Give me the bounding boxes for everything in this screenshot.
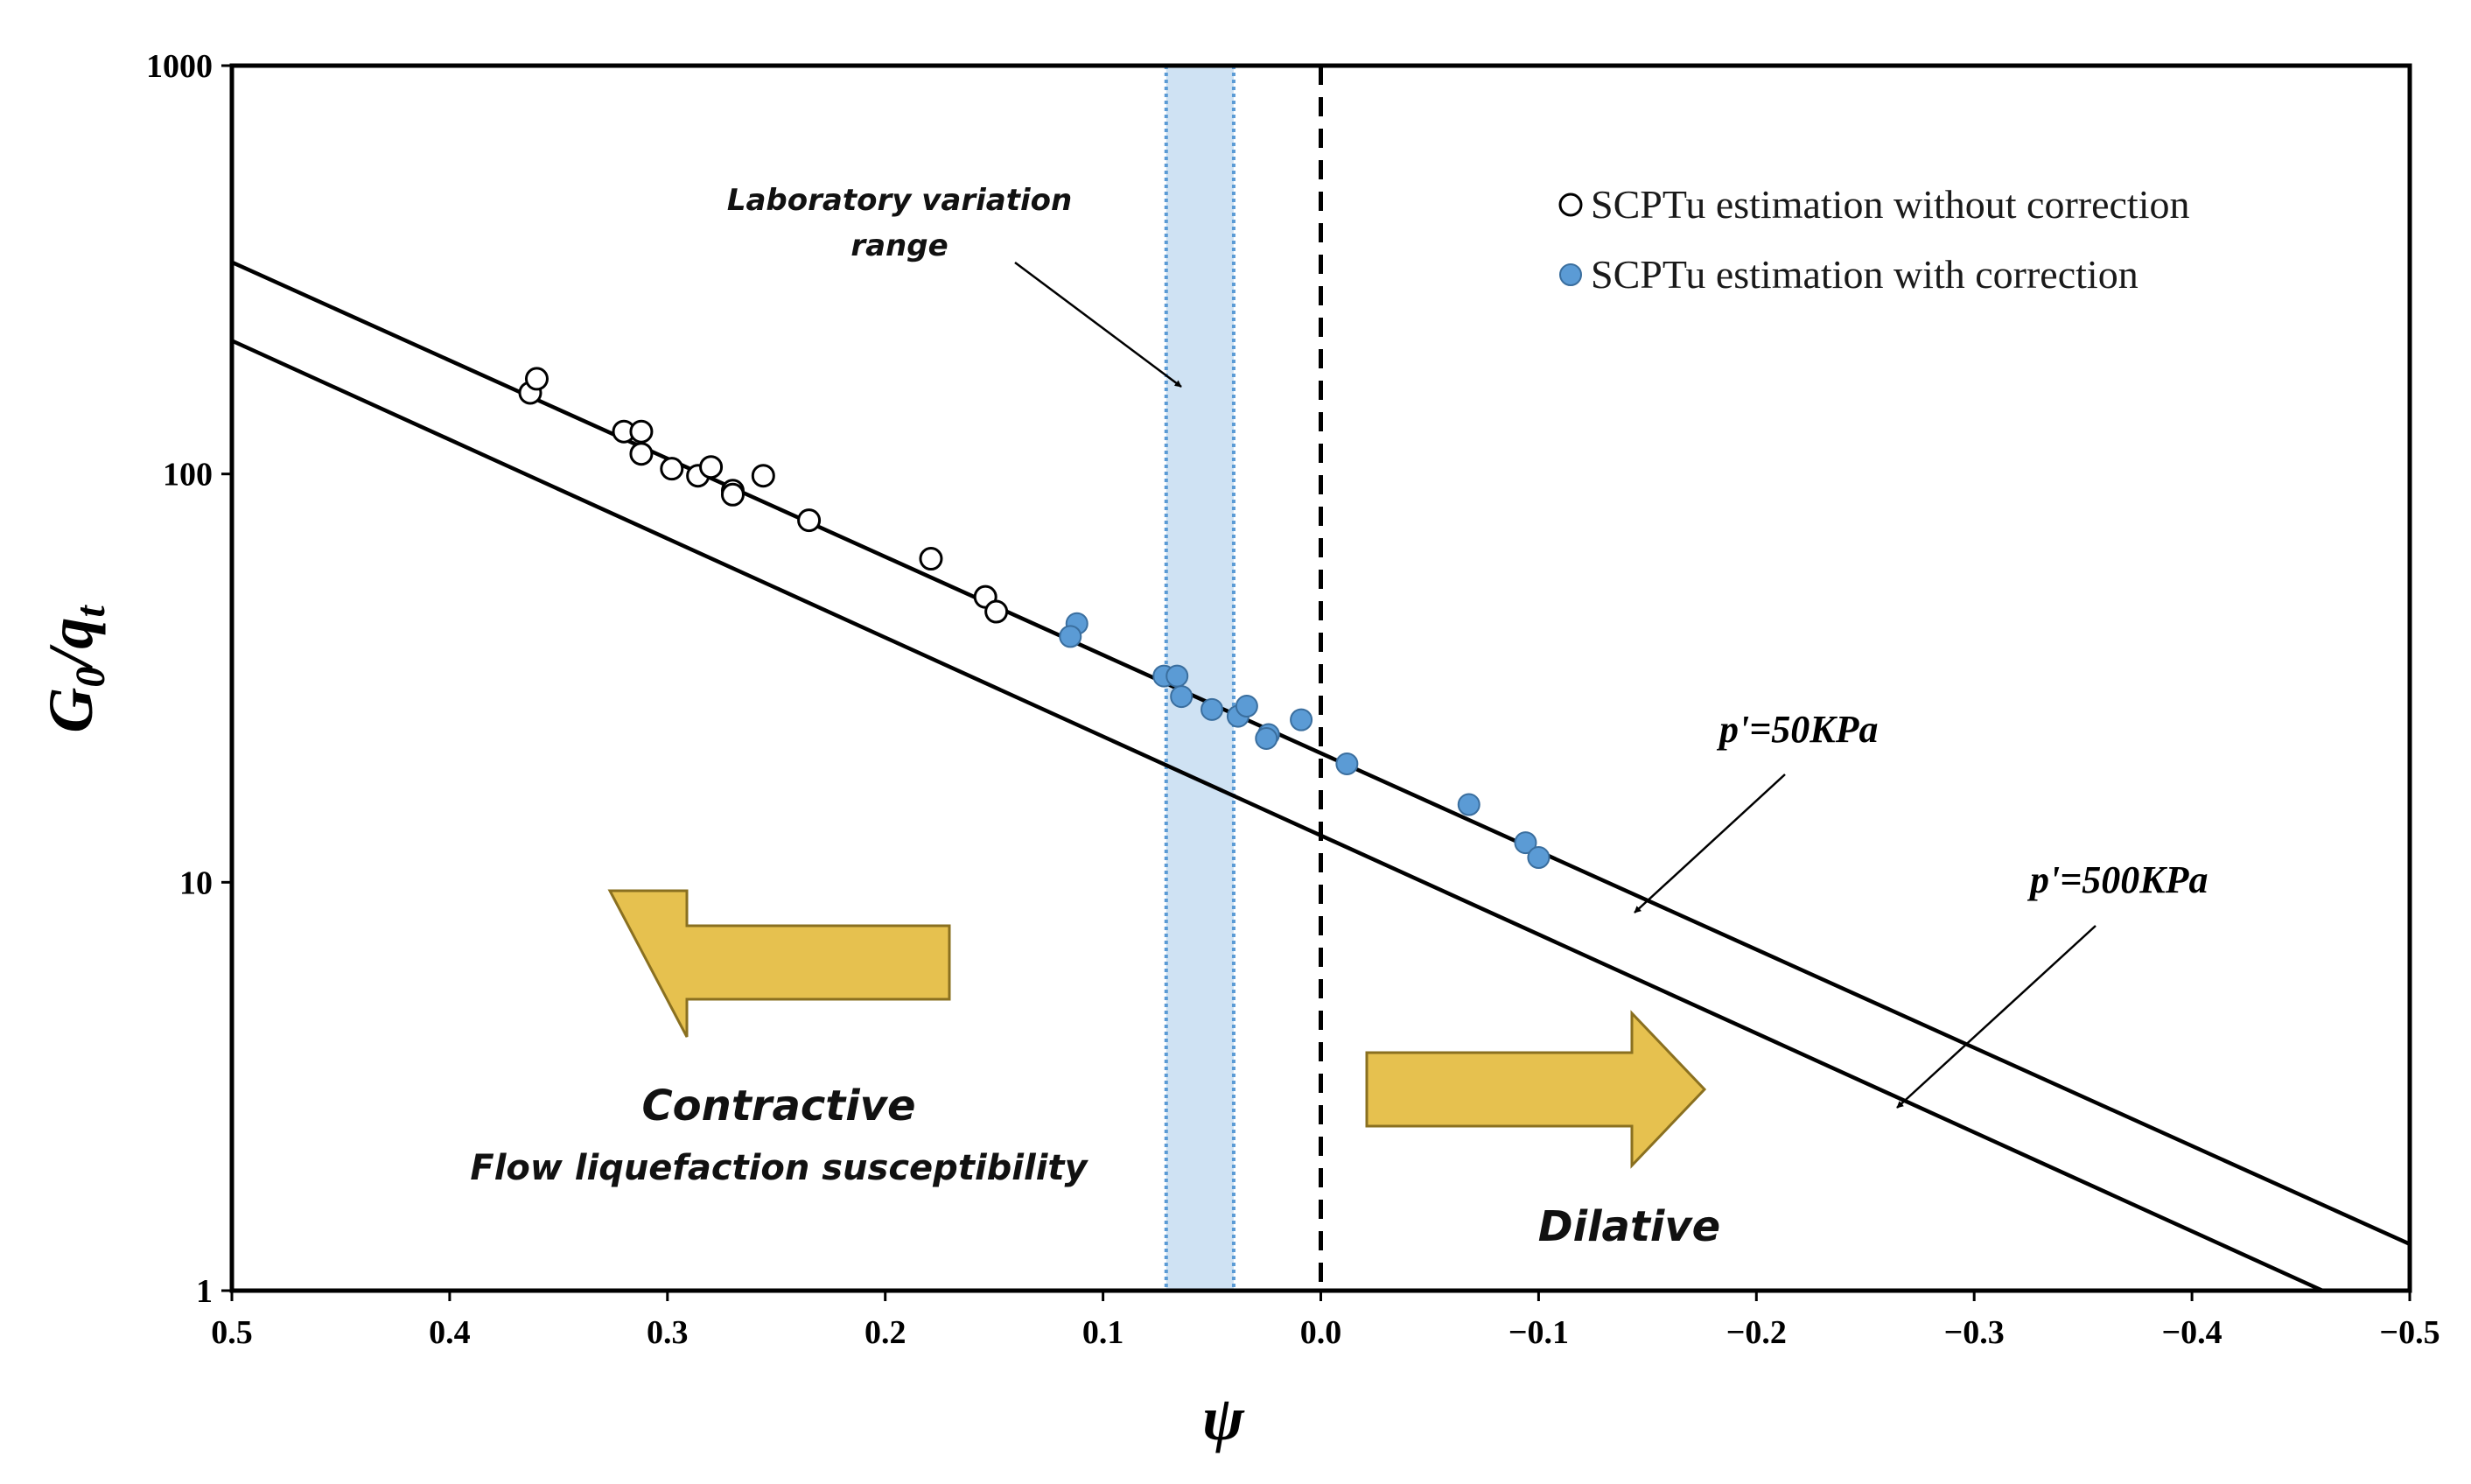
x-tick-label: 0.4 <box>429 1314 471 1351</box>
point-without-correction-10 <box>751 464 775 488</box>
x-tick-label: −0.2 <box>1726 1314 1787 1351</box>
x-tick-label: −0.1 <box>1508 1314 1569 1351</box>
legend-label-without-correction: SCPTu estimation without correction <box>1591 182 2189 227</box>
reference-lines <box>231 66 2411 1293</box>
point-without-correction-12 <box>919 547 943 571</box>
x-axis-title: ψ <box>1202 1383 1245 1453</box>
point-without-correction-7 <box>699 455 724 480</box>
dilative-arrow-icon <box>1365 1010 1707 1169</box>
trend-line-p50 <box>231 260 2411 1246</box>
y-tick-label: 100 <box>163 457 213 494</box>
legend-label-with-correction: SCPTu estimation with correction <box>1591 252 2138 297</box>
y-tick-label: 1000 <box>146 48 213 85</box>
p50-label: p'=50KPa <box>1716 708 1879 751</box>
point-without-correction-11 <box>797 508 822 533</box>
x-axis-ticks: 0.5 0.4 0.3 0.2 0.1 0.0 −0.1 −0.2 −0.3 −0.4 −0.5 <box>211 1291 2440 1351</box>
point-with-correction-7 <box>1235 695 1258 718</box>
legend: SCPTu estimation without correction SCPT… <box>1558 182 2189 297</box>
contractive-label: Contractive <box>641 1082 915 1130</box>
y-tick-label: 1 <box>196 1273 213 1310</box>
y-tick-label: 10 <box>179 864 213 901</box>
point-with-correction-9 <box>1255 726 1278 750</box>
point-with-correction-5 <box>1200 697 1224 721</box>
point-without-correction-3 <box>629 419 654 444</box>
p500-pointer <box>1896 925 2096 1109</box>
laboratory-range-label-line1: Laboratory variation <box>727 183 1072 218</box>
contractive-arrow-icon <box>607 889 951 1038</box>
point-with-correction-10 <box>1290 708 1313 732</box>
p500-label: p'=500KPa <box>2026 858 2208 901</box>
x-tick-label: −0.3 <box>1944 1314 2005 1351</box>
y-axis-title: G0/qt <box>36 605 114 733</box>
point-without-correction-9 <box>720 482 745 507</box>
trend-line-p500 <box>231 339 2324 1293</box>
x-tick-label: 0.1 <box>1082 1314 1124 1351</box>
point-without-correction-5 <box>660 457 684 481</box>
y-axis-title-slash: /q <box>36 618 106 671</box>
p50-pointer <box>1634 774 1786 914</box>
point-with-correction-11 <box>1335 752 1359 775</box>
point-with-correction-3 <box>1166 664 1189 688</box>
point-without-correction-1 <box>524 367 549 391</box>
x-tick-label: 0.5 <box>211 1314 253 1351</box>
point-without-correction-4 <box>629 442 654 466</box>
legend-marker-filled-circle-icon <box>1559 263 1582 286</box>
point-with-correction-14 <box>1527 846 1550 870</box>
dilative-label: Dilative <box>1538 1202 1720 1251</box>
laboratory-range-pointer <box>1014 261 1182 388</box>
laboratory-range-label-line2: range <box>850 228 948 263</box>
x-tick-label: 0.2 <box>864 1314 906 1351</box>
point-with-correction-12 <box>1457 793 1480 816</box>
y-axis-title-sub0: 0 <box>67 667 114 688</box>
point-with-correction-13 <box>1514 831 1537 855</box>
y-axis-ticks: 1 10 100 1000 <box>146 48 232 1310</box>
y-axis-title-main: G <box>36 688 106 733</box>
x-tick-label: −0.5 <box>2379 1314 2440 1351</box>
point-with-correction-4 <box>1170 685 1194 709</box>
x-tick-label: 0.0 <box>1300 1314 1342 1351</box>
y-axis-title-sub1: t <box>67 605 114 618</box>
flow-liquefaction-label: Flow liquefaction susceptibility <box>470 1148 1088 1188</box>
legend-marker-open-circle-icon <box>1558 192 1583 217</box>
point-without-correction-14 <box>984 599 1009 624</box>
x-tick-label: 0.3 <box>647 1314 689 1351</box>
data-points <box>518 367 1550 870</box>
point-with-correction-1 <box>1059 625 1082 648</box>
x-tick-label: −0.4 <box>2162 1314 2222 1351</box>
